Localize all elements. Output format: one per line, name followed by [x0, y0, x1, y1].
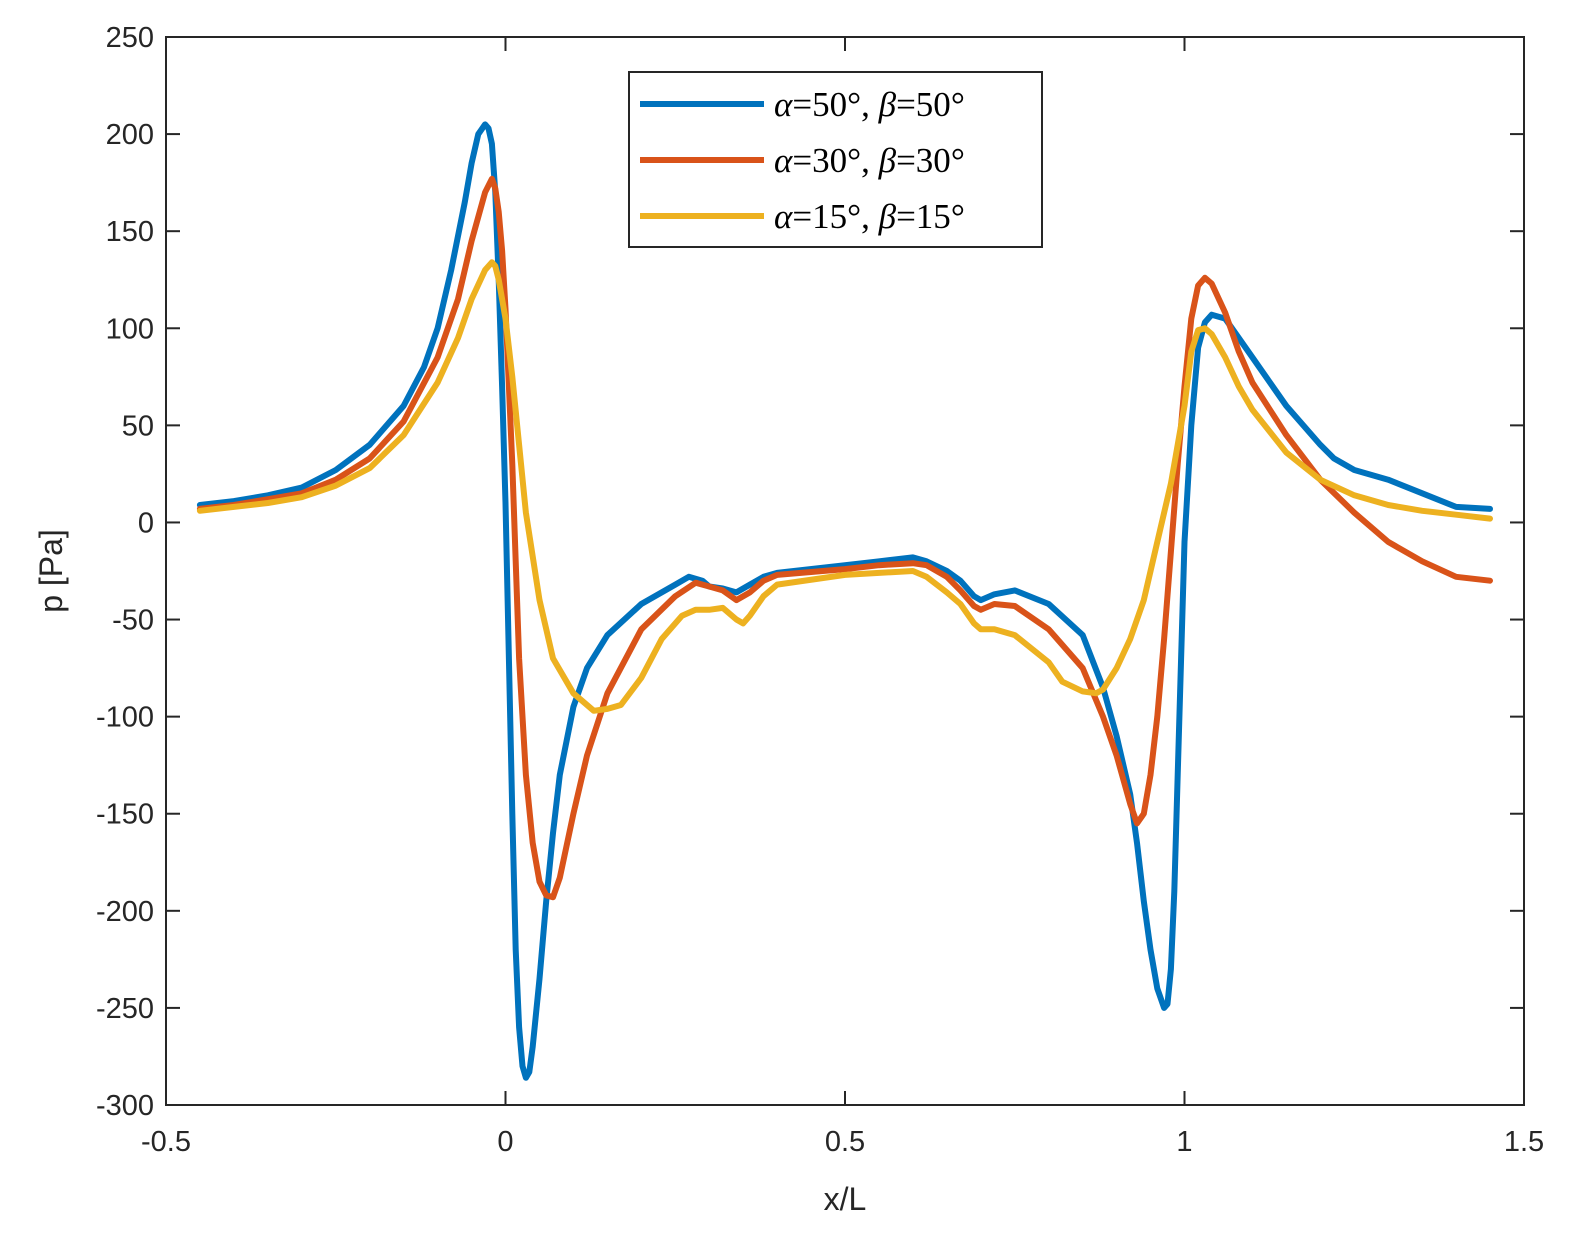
y-tick-label: 250	[106, 22, 154, 54]
legend-label-part: °	[847, 85, 861, 124]
legend-label-part: =50	[896, 85, 951, 124]
series-line-3	[196, 259, 1493, 714]
legend-label-part: =50	[792, 85, 847, 124]
legend-label-part: α	[774, 141, 793, 180]
x-tick-label: 1.5	[1504, 1126, 1544, 1158]
legend-label-1: α=50°, β=50°	[774, 85, 965, 124]
x-axis: -0.5 0 0.5 1 1.5	[141, 37, 1544, 1158]
legend-label-part: β	[878, 197, 897, 236]
legend-label-part: °	[847, 197, 861, 236]
y-axis-label: p [Pa]	[33, 529, 69, 613]
legend-label-part: °	[847, 141, 861, 180]
legend-label-part: α	[774, 197, 793, 236]
x-tick-label: -0.5	[141, 1126, 191, 1158]
legend-label-part: ,	[861, 85, 879, 124]
y-tick-label: -150	[96, 799, 154, 831]
x-tick-label: 1	[1176, 1126, 1192, 1158]
legend: α=50°, β=50°α=30°, β=30°α=15°, β=15°	[628, 71, 1043, 248]
legend-label-part: α	[774, 85, 793, 124]
legend-label-2: α=30°, β=30°	[774, 141, 965, 180]
legend-label-part: =15	[896, 197, 951, 236]
legend-label-part: ,	[861, 197, 879, 236]
y-tick-label: 50	[122, 410, 154, 442]
legend-label-part: =15	[792, 197, 847, 236]
legend-label-part: °	[951, 85, 965, 124]
x-axis-label: x/L	[824, 1181, 867, 1217]
y-tick-label: 100	[106, 313, 154, 345]
y-axis: -300 -250 -200 -150 -100 -50 0 50 100 150 200 250	[96, 22, 1524, 1122]
y-tick-label: -100	[96, 702, 154, 734]
legend-label-part: =30	[792, 141, 847, 180]
series-line-1	[196, 121, 1493, 1081]
x-tick-label: 0	[497, 1126, 513, 1158]
x-tick-label: 0.5	[825, 1126, 865, 1158]
y-tick-label: -50	[112, 605, 154, 637]
y-tick-label: 0	[138, 507, 154, 539]
legend-label-part: =30	[896, 141, 951, 180]
y-tick-label: -250	[96, 993, 154, 1025]
y-tick-label: 200	[106, 119, 154, 151]
y-tick-label: 150	[106, 216, 154, 248]
legend-label-part: β	[878, 85, 897, 124]
legend-label-part: °	[951, 197, 965, 236]
series-line-2	[196, 175, 1493, 901]
legend-label-part: °	[951, 141, 965, 180]
y-tick-label: -300	[96, 1090, 154, 1122]
legend-label-3: α=15°, β=15°	[774, 197, 965, 236]
legend-label-part: ,	[861, 141, 879, 180]
legend-label-part: β	[878, 141, 897, 180]
plot-lines	[196, 121, 1493, 1081]
y-tick-label: -200	[96, 896, 154, 928]
